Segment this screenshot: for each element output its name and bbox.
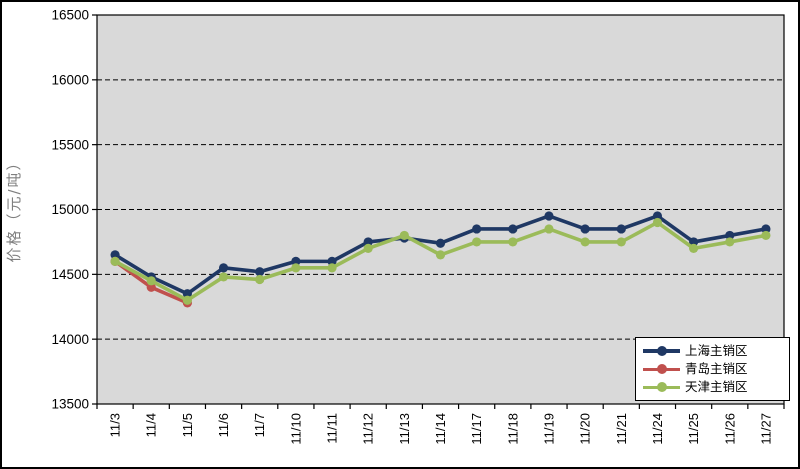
x-tick-label: 11/19 [541,413,556,445]
x-tick-label: 11/5 [180,413,195,437]
legend-label-qingdao: 青岛主销区 [685,360,748,376]
x-tick-label: 11/17 [469,413,484,445]
x-tick-label: 11/4 [144,413,159,437]
x-tick-label: 11/24 [650,413,665,445]
data-point-shanghai [218,263,229,273]
series-tianjin [110,217,771,305]
data-point-shanghai [616,224,626,234]
x-tick-label: 11/13 [397,413,412,445]
data-point-tianjin [508,237,518,247]
legend-marker-tianjin [643,381,680,393]
data-point-shanghai [652,211,663,221]
legend-item-shanghai: 上海主销区 [643,342,786,358]
x-tick-label: 11/12 [361,413,376,445]
data-point-shanghai [472,224,482,234]
y-tick-label: 15000 [51,202,89,217]
legend-marker-shanghai [643,345,680,357]
x-tick-label: 11/21 [614,413,629,445]
x-axis-labels: 11/3 11/4 11/5 11/6 11/7 11/10 11/11 11/12 11/13… [108,413,774,445]
data-point-tianjin [110,256,120,266]
x-axis-ticks [96,404,785,409]
data-point-shanghai [580,224,590,234]
x-tick-label: 11/26 [722,413,737,445]
x-tick-label: 11/14 [433,413,448,445]
x-tick-label: 11/11 [325,413,340,444]
y-tick-label: 15500 [51,137,89,152]
data-point-tianjin [255,274,265,285]
data-point-tianjin [399,230,409,241]
data-point-tianjin [146,276,156,286]
data-point-tianjin [182,295,192,305]
data-point-tianjin [652,217,663,228]
x-tick-label: 11/7 [252,413,267,437]
data-point-shanghai [182,289,192,299]
data-point-tianjin [363,243,373,253]
y-tick-label: 14500 [51,267,89,282]
data-point-tianjin [327,263,337,273]
data-point-shanghai [327,256,337,266]
y-tick-label: 14000 [51,332,89,347]
data-point-tianjin [544,224,554,234]
data-point-shanghai [363,237,373,247]
data-point-shanghai [508,224,518,234]
data-point-shanghai [255,267,265,277]
legend-item-qingdao: 青岛主销区 [643,360,786,376]
data-point-shanghai [110,250,120,260]
x-tick-label: 11/27 [758,413,773,445]
data-point-tianjin [761,230,771,241]
data-point-tianjin [689,243,699,253]
y-tick-label: 16000 [51,73,89,88]
chart-legend: 上海主销区青岛主销区天津主销区 [635,337,790,401]
x-tick-label: 11/25 [686,413,701,445]
y-tick-label: 16500 [51,8,89,23]
data-point-tianjin [435,250,446,260]
data-point-shanghai [435,238,446,248]
legend-item-tianjin: 天津主销区 [643,378,786,394]
y-tick-label: 13500 [51,397,89,412]
legend-label-tianjin: 天津主销区 [685,378,748,394]
x-tick-label: 11/18 [505,413,520,445]
x-tick-label: 11/3 [108,413,123,437]
data-point-shanghai [689,237,699,247]
x-tick-label: 11/6 [216,413,231,437]
data-point-tianjin [472,237,482,247]
legend-marker-qingdao [643,363,680,375]
y-axis-title: 价格（元/吨） [5,153,23,262]
data-point-tianjin [291,263,301,273]
data-point-tianjin [725,237,735,247]
data-point-shanghai [291,256,301,266]
data-point-shanghai [544,211,554,221]
y-axis: 13500 14000 14500 15000 15500 16000 16500 [51,8,97,412]
data-point-shanghai [761,224,771,234]
data-point-tianjin [580,237,590,247]
x-tick-label: 11/10 [288,413,303,445]
data-point-shanghai [725,230,735,241]
legend-label-shanghai: 上海主销区 [685,342,748,358]
data-point-qingdao [146,282,156,292]
data-point-tianjin [218,272,229,282]
data-point-tianjin [616,237,626,247]
x-tick-label: 11/20 [578,413,593,445]
